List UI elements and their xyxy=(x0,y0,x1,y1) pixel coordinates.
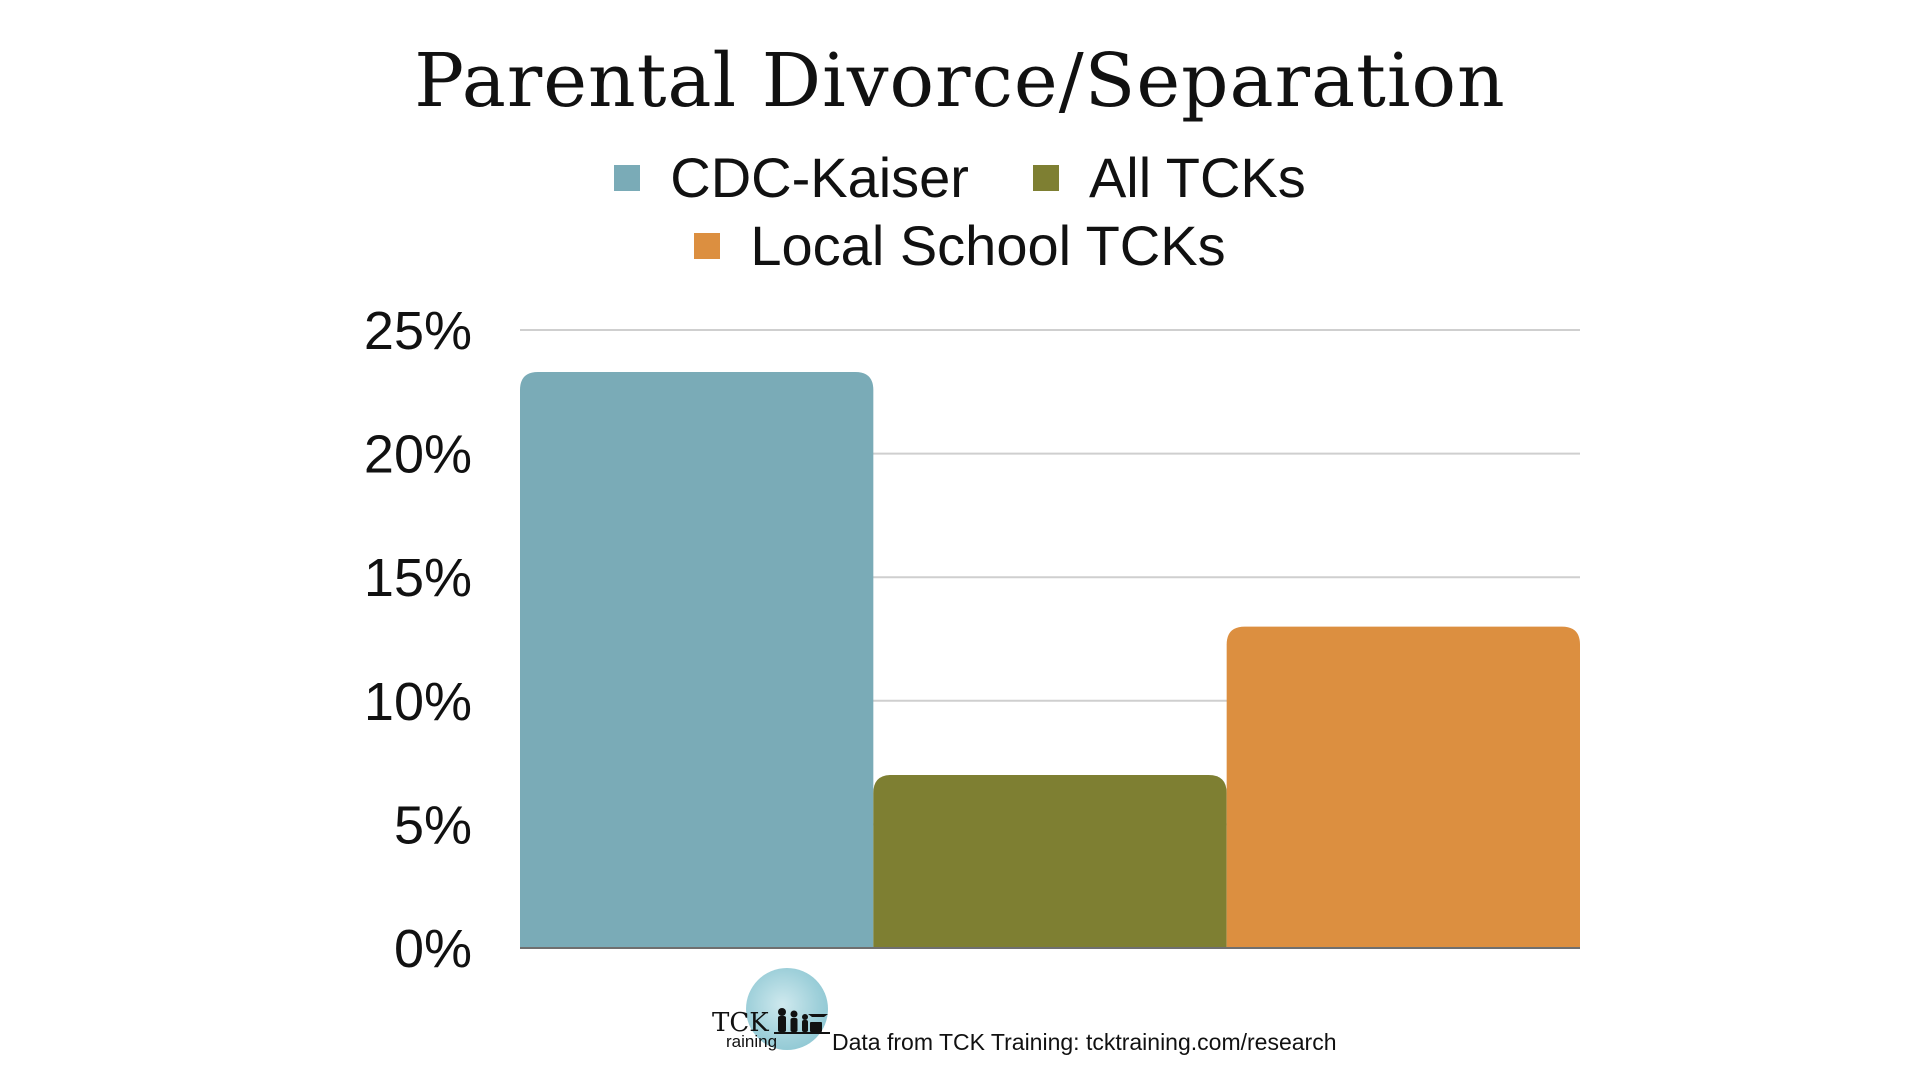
y-tick-label: 20% xyxy=(364,425,472,485)
y-tick-label: 0% xyxy=(394,919,472,979)
legend-row: Local School TCKs xyxy=(0,213,1920,278)
tck-training-logo: TCK raining xyxy=(712,968,832,1058)
legend-item-cdc-kaiser: CDC-Kaiser xyxy=(614,145,969,210)
legend-label-local-school-tcks: Local School TCKs xyxy=(750,214,1226,277)
legend-swatch-local-school-tcks xyxy=(694,232,721,259)
source-note: Data from TCK Training: tcktraining.com/… xyxy=(832,1029,1337,1055)
bar-all-tcks xyxy=(873,774,1227,948)
chart-title: Parental Divorce/Separation xyxy=(414,38,1506,124)
legend-label-all-tcks: All TCKs xyxy=(1088,146,1306,209)
legend-item-all-tcks: All TCKs xyxy=(1032,145,1306,210)
y-tick-label: 25% xyxy=(364,301,472,361)
legend-swatch-all-tcks xyxy=(1032,164,1059,191)
y-tick-label: 5% xyxy=(394,795,472,855)
legend-item-local-school-tcks: Local School TCKs xyxy=(694,213,1226,278)
bar-local-school-tcks xyxy=(1226,626,1580,948)
footer: TCK raining Data from TCK Training: tckt… xyxy=(712,968,1336,1058)
legend-label-cdc-kaiser: CDC-Kaiser xyxy=(670,146,969,209)
family-silhouette-icon xyxy=(774,1008,830,1034)
legend-row: CDC-Kaiser All TCKs xyxy=(0,145,1920,210)
logo-text-tck: TCK xyxy=(712,1008,769,1038)
y-tick-label: 10% xyxy=(364,672,472,732)
y-tick-label: 15% xyxy=(364,548,472,608)
logo-circle xyxy=(746,968,828,1050)
logo-text-training: raining xyxy=(726,1032,778,1051)
bar-cdc-kaiser xyxy=(520,372,874,948)
legend-swatch-cdc-kaiser xyxy=(614,164,641,191)
